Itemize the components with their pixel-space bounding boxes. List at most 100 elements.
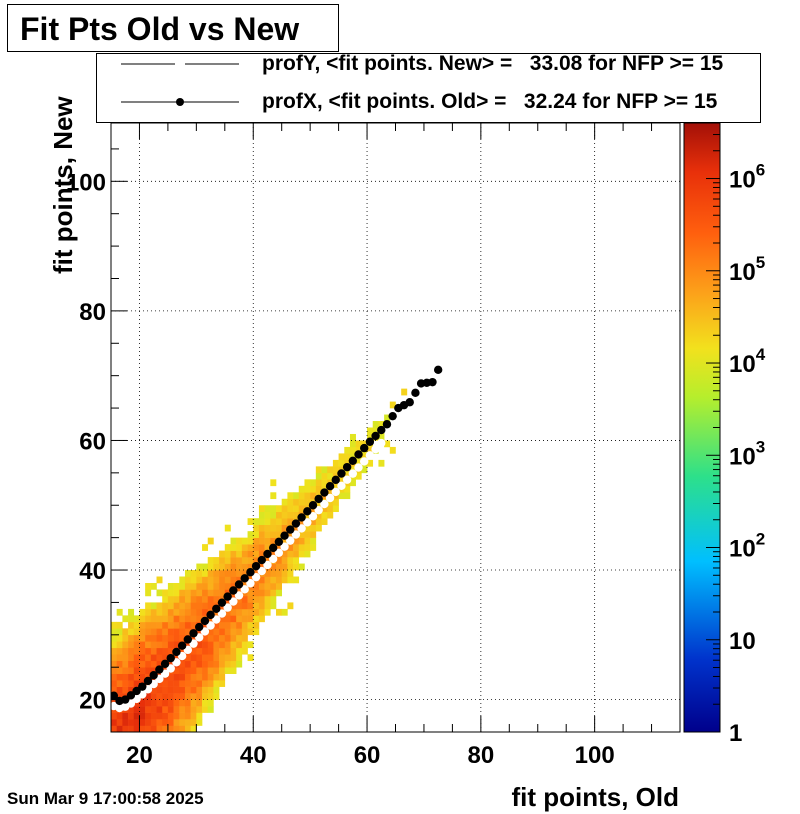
heatmap-cell xyxy=(116,693,123,700)
heatmap-cell xyxy=(179,595,186,603)
heatmap-cell xyxy=(236,634,243,642)
heatmap-cell xyxy=(276,608,282,616)
heatmap-cell xyxy=(184,680,191,687)
heatmap-cell xyxy=(276,570,282,577)
heatmap-cell xyxy=(202,647,209,655)
heatmap-cell xyxy=(304,492,311,500)
heatmap-cell xyxy=(150,667,157,674)
heatmap-cell xyxy=(156,654,163,662)
heatmap-cell xyxy=(173,693,180,700)
heatmap-cell xyxy=(304,498,311,506)
heatmap-cell xyxy=(156,680,163,687)
legend-symbols xyxy=(121,63,239,106)
heatmap-cell xyxy=(150,647,157,655)
heatmap-cell xyxy=(230,537,237,545)
profx-point xyxy=(126,691,136,700)
heatmap-cell xyxy=(173,602,180,610)
heatmap-cell xyxy=(247,608,254,616)
heatmap-cell xyxy=(128,706,135,713)
heatmap-cell xyxy=(139,615,146,623)
heatmap-cell xyxy=(281,524,288,532)
profy-point xyxy=(217,609,227,618)
heatmap-cell xyxy=(139,667,146,674)
heatmap-cell xyxy=(190,595,197,603)
heatmap-cell xyxy=(293,550,300,558)
heatmap-cell xyxy=(190,667,197,674)
profx-point xyxy=(280,531,289,540)
heatmap-cell xyxy=(219,641,226,649)
heatmap-cell xyxy=(173,634,180,642)
heatmap-cell xyxy=(145,693,152,700)
heatmap-cell xyxy=(162,647,169,655)
colorbar-label: 1 xyxy=(729,720,742,747)
heatmap-cell xyxy=(219,660,226,668)
heatmap-cell xyxy=(202,706,209,713)
heatmap-cell xyxy=(253,628,260,636)
heatmap-cell xyxy=(293,576,300,584)
heatmap-cell xyxy=(202,660,209,668)
heatmap-cell xyxy=(116,712,123,720)
heatmap-cell xyxy=(196,712,203,720)
heatmap-cell xyxy=(241,602,248,610)
heatmap-cell xyxy=(230,557,237,564)
heatmap-cell xyxy=(128,680,135,687)
heatmap-cell xyxy=(139,654,146,662)
heatmap-cell xyxy=(281,563,288,571)
heatmap-cell xyxy=(133,667,140,674)
heatmap-cell xyxy=(122,634,129,642)
heatmap-cell xyxy=(184,628,191,636)
heatmap-cell xyxy=(128,667,135,674)
heatmap-cell xyxy=(281,608,288,616)
heatmap-cell xyxy=(167,647,174,655)
heatmap-cell xyxy=(276,524,282,532)
heatmap-cell xyxy=(276,544,282,551)
heatmap-cell xyxy=(184,706,191,713)
heatmap-cell xyxy=(276,576,282,584)
x-axis-label: fit points, Old xyxy=(511,782,679,812)
heatmap-cell xyxy=(133,634,140,642)
y-tick-label: 40 xyxy=(79,558,106,585)
heatmap-cell xyxy=(224,570,231,577)
heatmap-cell xyxy=(173,712,180,720)
heatmap-cell xyxy=(150,615,157,623)
heatmap-cell xyxy=(372,421,379,428)
heatmap-cell xyxy=(270,550,277,558)
profx-point xyxy=(177,641,187,650)
heatmap-cell xyxy=(116,667,123,674)
heatmap-cell xyxy=(139,699,146,707)
heatmap-cell xyxy=(287,550,294,558)
heatmap-cell xyxy=(207,654,214,662)
heatmap-cell xyxy=(332,498,339,506)
heatmap-cell xyxy=(264,524,271,532)
heatmap-cell xyxy=(327,466,334,474)
colorbar-label: 106 xyxy=(729,161,765,194)
heatmap-cell xyxy=(219,550,226,558)
heatmap-cell xyxy=(264,576,271,584)
heatmap-cell xyxy=(213,570,220,577)
heatmap-cell xyxy=(258,537,265,545)
heatmap-cell xyxy=(224,641,231,649)
heatmap-cell xyxy=(287,602,294,610)
heatmap-cell xyxy=(145,725,152,732)
heatmap-cell xyxy=(287,505,294,513)
heatmap-cell xyxy=(367,433,374,441)
heatmap-cell xyxy=(401,388,408,396)
heatmap-cell xyxy=(207,628,214,636)
heatmap-cell xyxy=(122,654,129,662)
heatmap-cell xyxy=(167,589,174,597)
heatmap-cell xyxy=(162,628,169,636)
heatmap-cell xyxy=(196,660,203,668)
profx-point xyxy=(155,665,164,674)
heatmap-cell xyxy=(230,544,237,551)
profx-point xyxy=(274,537,284,546)
colorbar-label: 104 xyxy=(729,345,766,378)
legend-entry-profy: profY, <fit points. New> = 33.08 for NFP… xyxy=(262,52,724,75)
heatmap-cell xyxy=(133,719,140,726)
heatmap-cell xyxy=(122,719,129,726)
heatmap-cell xyxy=(173,706,180,713)
heatmap-cell xyxy=(196,641,203,649)
heatmap-cell xyxy=(190,570,197,577)
heatmap-cell xyxy=(111,712,117,720)
heatmap-cell xyxy=(167,699,174,707)
profy-point xyxy=(331,487,340,497)
